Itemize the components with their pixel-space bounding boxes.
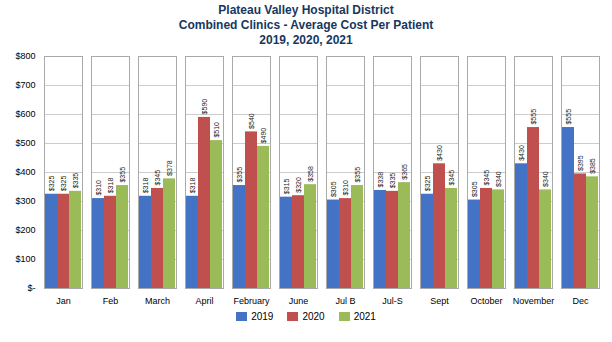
svg-text:$325: $325	[48, 176, 55, 192]
svg-text:$590: $590	[201, 99, 208, 115]
svg-text:$325: $325	[424, 176, 431, 192]
svg-text:$400: $400	[15, 167, 35, 177]
svg-text:$355: $355	[119, 167, 126, 183]
html-text:2021: 2021	[353, 311, 376, 322]
svg-text:$540: $540	[248, 113, 255, 129]
svg-text:June: June	[289, 296, 309, 306]
svg-text:$-: $-	[27, 283, 35, 293]
svg-text:$100: $100	[15, 254, 35, 264]
svg-text:Jan: Jan	[56, 296, 71, 306]
svg-text:November: November	[513, 296, 555, 306]
svg-text:Dec: Dec	[572, 296, 589, 306]
svg-text:$700: $700	[15, 80, 35, 90]
svg-text:$318: $318	[107, 178, 114, 194]
svg-text:Feb: Feb	[103, 296, 119, 306]
svg-text:$555: $555	[530, 109, 537, 125]
svg-text:$355: $355	[236, 167, 243, 183]
svg-text:$800: $800	[15, 51, 35, 61]
svg-text:$310: $310	[342, 180, 349, 196]
svg-text:$430: $430	[436, 145, 443, 161]
svg-text:$385: $385	[589, 158, 596, 174]
svg-text:$358: $358	[307, 166, 314, 182]
svg-text:$355: $355	[354, 167, 361, 183]
svg-text:$490: $490	[260, 128, 267, 144]
svg-text:$335: $335	[389, 173, 396, 189]
svg-text:October: October	[470, 296, 502, 306]
svg-text:$305: $305	[471, 181, 478, 197]
svg-text:$325: $325	[60, 176, 67, 192]
svg-text:$340: $340	[542, 171, 549, 187]
svg-text:$430: $430	[518, 145, 525, 161]
svg-text:$340: $340	[495, 171, 502, 187]
svg-text:Sept: Sept	[430, 296, 449, 306]
svg-text:$320: $320	[295, 177, 302, 193]
svg-text:$310: $310	[95, 180, 102, 196]
svg-text:$365: $365	[401, 164, 408, 180]
html-text:2019: 2019	[251, 311, 274, 322]
svg-text:March: March	[145, 296, 170, 306]
svg-text:$338: $338	[377, 172, 384, 188]
html-text:2020: 2020	[302, 311, 325, 322]
svg-text:February: February	[233, 296, 270, 306]
svg-text:$345: $345	[448, 170, 455, 186]
svg-text:Jul-S: Jul-S	[382, 296, 403, 306]
html-text:Plateau Valley Hospital Distri: Plateau Valley Hospital District Combine…	[178, 3, 434, 47]
svg-text:$510: $510	[213, 122, 220, 138]
svg-text:$318: $318	[189, 178, 196, 194]
svg-text:$378: $378	[166, 160, 173, 176]
svg-text:$335: $335	[72, 173, 79, 189]
svg-text:$315: $315	[283, 178, 290, 194]
svg-text:$345: $345	[483, 170, 490, 186]
svg-text:April: April	[195, 296, 213, 306]
svg-text:$305: $305	[330, 181, 337, 197]
svg-text:$345: $345	[154, 170, 161, 186]
svg-text:$200: $200	[15, 225, 35, 235]
svg-text:$318: $318	[142, 178, 149, 194]
svg-text:$600: $600	[15, 109, 35, 119]
svg-text:$300: $300	[15, 196, 35, 206]
svg-text:$555: $555	[565, 109, 572, 125]
svg-text:$395: $395	[577, 155, 584, 171]
svg-text:$500: $500	[15, 138, 35, 148]
svg-text:Jul B: Jul B	[335, 296, 355, 306]
